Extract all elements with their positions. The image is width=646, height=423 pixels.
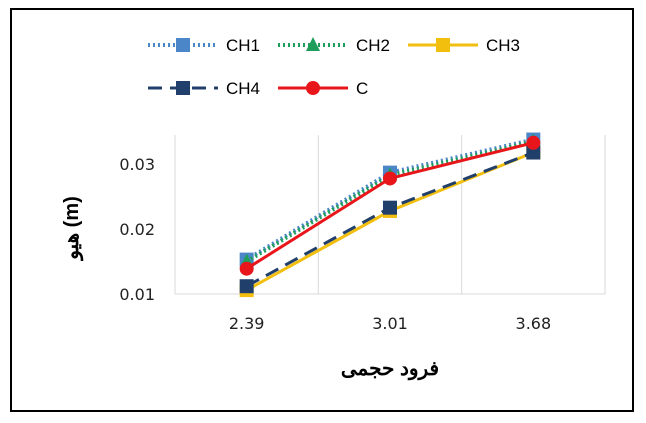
legend-item-ch4: CH4	[148, 79, 260, 98]
series-line	[245, 139, 534, 264]
legend: CH1 CH2 CH3 CH4 C	[148, 36, 520, 98]
data-point	[306, 81, 320, 95]
data-point	[306, 37, 320, 51]
legend-item-ch3: CH3	[408, 36, 520, 55]
legend-label: C	[356, 79, 368, 98]
data-point	[176, 81, 190, 95]
x-tick-label: 2.39	[229, 314, 265, 333]
series-layer	[239, 132, 541, 298]
legend-label: CH1	[226, 36, 260, 55]
legend-item-ch2: CH2	[278, 36, 390, 55]
data-point	[239, 261, 254, 276]
series-c	[239, 135, 541, 276]
y-axis-label: هیو (m)	[61, 196, 84, 262]
legend-label: CH3	[486, 36, 520, 55]
legend-item-c: C	[278, 79, 368, 98]
x-tick-label: 3.68	[516, 314, 552, 333]
data-point	[383, 200, 397, 215]
data-point	[176, 38, 190, 52]
tick-labels: 0.01 0.02 0.03 2.39 3.01 3.68	[119, 155, 551, 333]
legend-item-ch1: CH1	[148, 36, 260, 55]
data-point	[239, 279, 254, 294]
y-tick-label: 0.01	[119, 285, 155, 304]
x-tick-label: 3.01	[372, 314, 408, 333]
series-ch4	[239, 145, 541, 294]
legend-label: CH4	[226, 79, 260, 98]
data-point	[436, 38, 450, 52]
data-point	[526, 145, 541, 160]
data-point	[383, 171, 397, 186]
data-point	[526, 135, 541, 150]
x-axis-label: فرود حجمی	[341, 358, 439, 381]
y-tick-label: 0.03	[119, 155, 155, 174]
legend-label: CH2	[356, 36, 390, 55]
y-tick-label: 0.02	[119, 220, 155, 239]
chart-frame	[10, 8, 634, 412]
